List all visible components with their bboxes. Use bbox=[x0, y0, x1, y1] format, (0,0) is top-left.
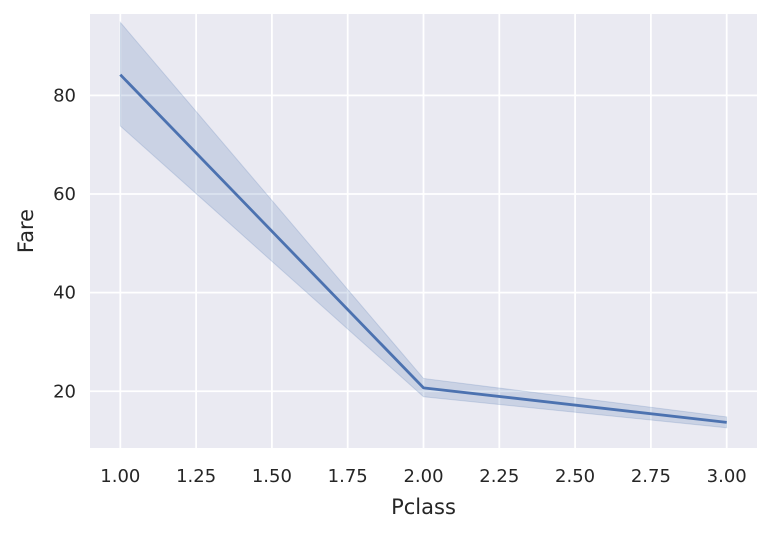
x-tick-label: 1.00 bbox=[100, 466, 140, 487]
y-tick-label: 80 bbox=[53, 85, 76, 106]
x-tick-label: 2.00 bbox=[403, 466, 443, 487]
y-tick-labels: 20 40 60 80 bbox=[53, 85, 76, 402]
x-tick-label: 2.50 bbox=[555, 466, 595, 487]
x-tick-labels: 1.00 1.25 1.50 1.75 2.00 2.25 2.50 2.75 3.00 bbox=[100, 466, 746, 487]
x-tick-label: 1.50 bbox=[252, 466, 292, 487]
x-axis-label: Pclass bbox=[391, 495, 456, 519]
x-tick-label: 3.00 bbox=[707, 466, 747, 487]
x-tick-label: 2.25 bbox=[479, 466, 519, 487]
vertical-gridlines bbox=[119, 14, 728, 448]
y-tick-label: 40 bbox=[53, 283, 76, 304]
confidence-band bbox=[119, 21, 728, 429]
y-axis-label: Fare bbox=[14, 209, 38, 253]
x-tick-label: 1.75 bbox=[328, 466, 368, 487]
x-tick-label: 2.75 bbox=[631, 466, 671, 487]
y-tick-label: 60 bbox=[53, 184, 76, 205]
x-tick-label: 1.25 bbox=[176, 466, 216, 487]
series-line bbox=[119, 73, 727, 424]
y-tick-label: 20 bbox=[53, 381, 76, 402]
